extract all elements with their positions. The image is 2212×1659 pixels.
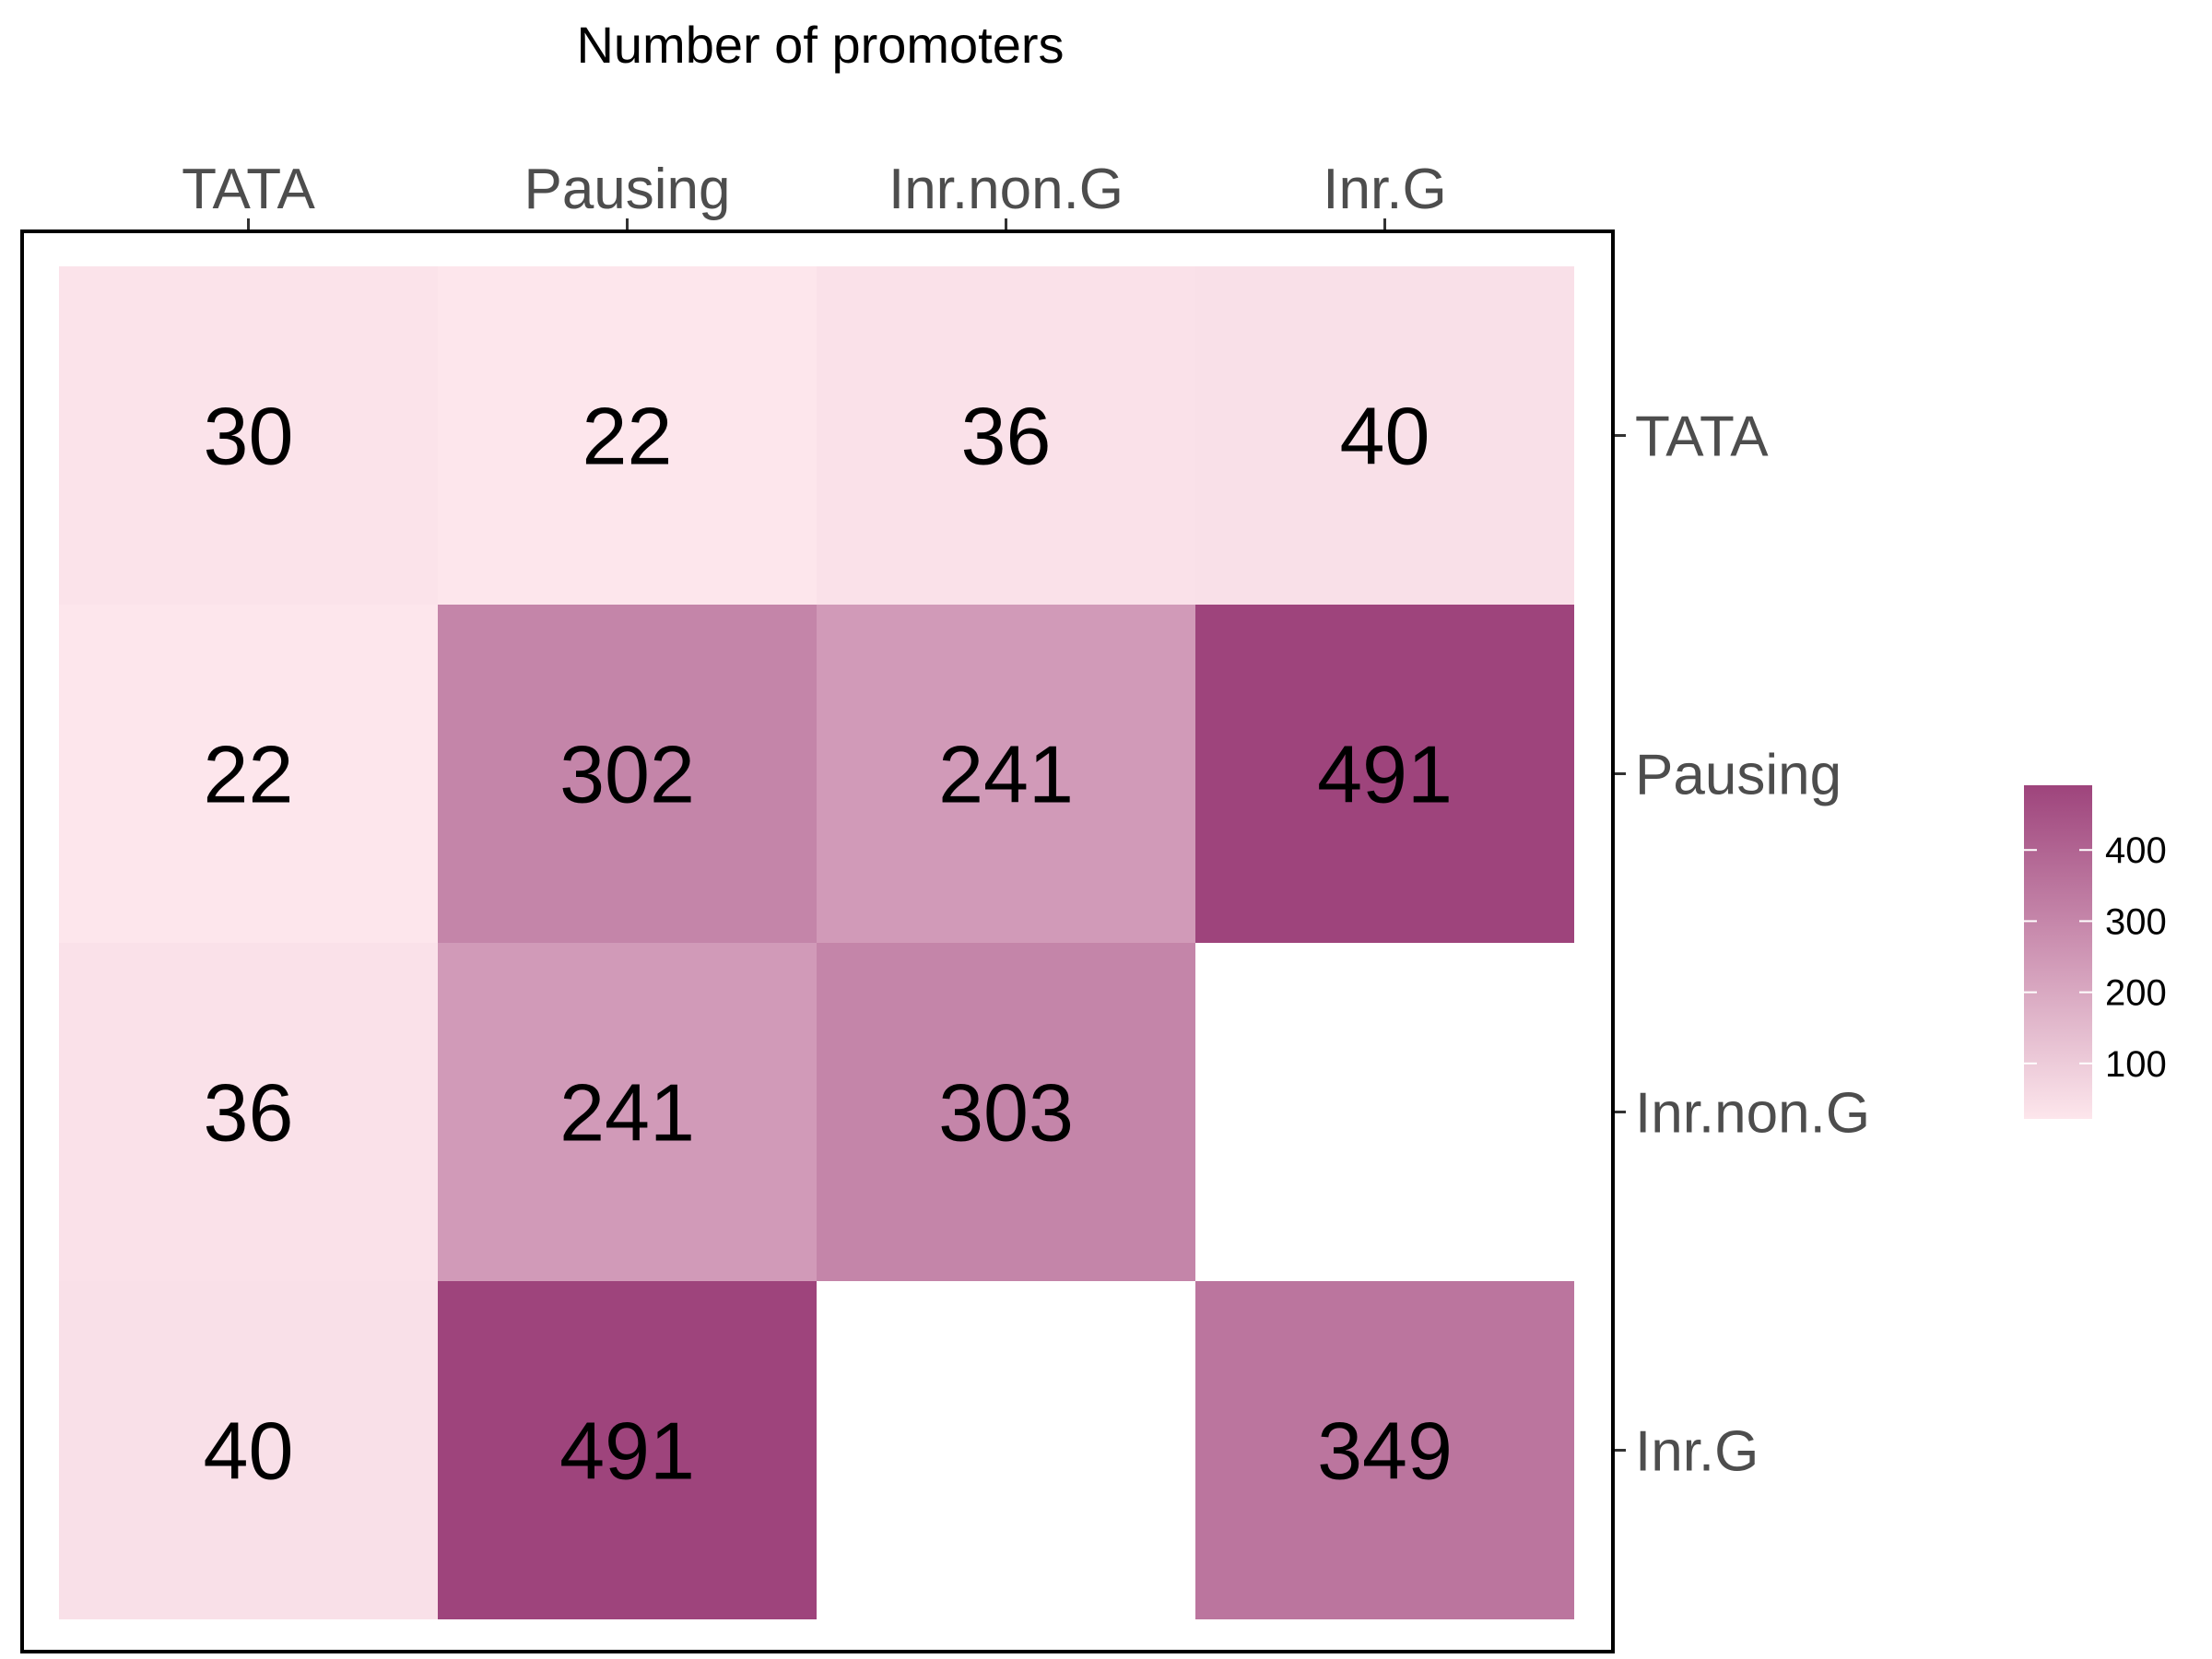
cell-label-tata-tata: 30 — [204, 391, 294, 482]
y-tick-label-inr-g: Inr.G — [1635, 1420, 1759, 1484]
legend-tick-label-400: 400 — [2105, 830, 2167, 871]
cell-tata-inr-non-g — [817, 266, 1195, 605]
cell-inr-g-pausing — [438, 1281, 817, 1619]
x-tick-label-inr-g: Inr.G — [1323, 158, 1446, 221]
heatmap-cells: 30 22 36 40 22 302 241 491 36 241 303 40 491 349 — [59, 266, 1574, 1619]
cell-inr-non-g-tata — [59, 943, 438, 1281]
x-tick-label-pausing: Pausing — [524, 158, 730, 221]
legend-tick-label-200: 200 — [2105, 973, 2167, 1014]
x-tick-label-inr-non-g: Inr.non.G — [888, 158, 1124, 221]
legend-colorbar — [2024, 785, 2092, 1119]
cell-tata-pausing — [438, 266, 817, 605]
cell-pausing-pausing — [438, 605, 817, 943]
x-axis: TATA Pausing Inr.non.G Inr.G — [182, 158, 1447, 231]
cell-tata-tata — [59, 266, 438, 605]
cell-inr-g-tata — [59, 1281, 438, 1619]
cell-label-inr-g-tata: 40 — [204, 1406, 294, 1497]
legend-tick-label-100: 100 — [2105, 1044, 2167, 1085]
cell-tata-inr-g — [1195, 266, 1574, 605]
cell-pausing-tata — [59, 605, 438, 943]
cell-label-tata-pausing: 22 — [582, 391, 673, 482]
plot-border — [20, 229, 1615, 1653]
cell-label-tata-inr-g: 40 — [1340, 391, 1430, 482]
y-tick-label-tata: TATA — [1635, 406, 1769, 469]
cell-pausing-inr-g — [1195, 605, 1574, 943]
legend-tick-label-300: 300 — [2105, 901, 2167, 942]
y-axis: TATA Pausing Inr.non.G Inr.G — [1613, 406, 1870, 1484]
cell-inr-non-g-pausing — [438, 943, 817, 1281]
cell-label-inr-g-inr-g: 349 — [1317, 1406, 1453, 1497]
cell-inr-g-inr-g — [1195, 1281, 1574, 1619]
cell-label-pausing-pausing: 302 — [559, 729, 695, 820]
cell-pausing-inr-non-g — [817, 605, 1195, 943]
cell-label-pausing-tata: 22 — [204, 729, 294, 820]
cell-label-inr-non-g-pausing: 241 — [559, 1067, 695, 1159]
cell-inr-non-g-inr-non-g — [817, 943, 1195, 1281]
y-tick-label-inr-non-g: Inr.non.G — [1635, 1082, 1870, 1146]
cell-label-tata-inr-non-g: 36 — [961, 391, 1052, 482]
cell-label-pausing-inr-non-g: 241 — [938, 729, 1074, 820]
cell-label-inr-g-pausing: 491 — [559, 1406, 695, 1497]
y-tick-label-pausing: Pausing — [1635, 744, 1841, 807]
cell-label-inr-non-g-tata: 36 — [204, 1067, 294, 1159]
cell-label-pausing-inr-g: 491 — [1317, 729, 1453, 820]
color-legend: 100 200 300 400 — [2024, 785, 2167, 1119]
cell-label-inr-non-g-inr-non-g: 303 — [938, 1067, 1074, 1159]
x-tick-label-tata: TATA — [182, 158, 315, 221]
chart-title: Number of promoters — [576, 16, 1064, 74]
